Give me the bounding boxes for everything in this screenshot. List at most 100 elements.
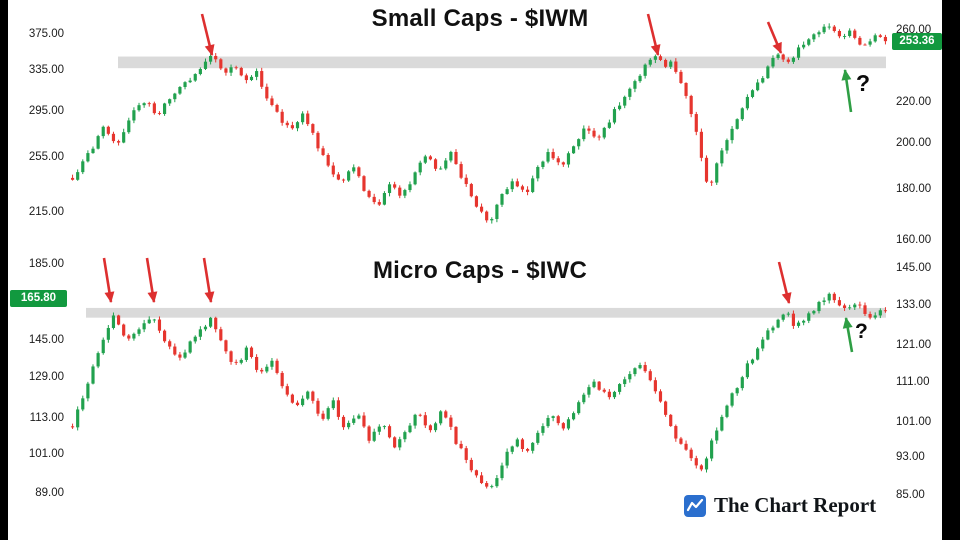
candle: [720, 414, 724, 432]
candle: [203, 324, 208, 332]
axis-tick-label: 255.00: [28, 151, 64, 164]
candle: [536, 430, 540, 445]
resistance-band: [86, 307, 886, 318]
chart-title-small-caps: Small Caps - $IWM: [371, 5, 589, 32]
axis-tick-label: 133.00: [896, 298, 932, 311]
candle: [633, 367, 637, 377]
axis-tick-label: 160.00: [896, 233, 932, 246]
candle: [311, 123, 315, 136]
candle: [157, 111, 162, 116]
red-down-arrow: [102, 257, 115, 303]
candle: [393, 181, 397, 190]
candle: [255, 354, 259, 373]
candle: [76, 406, 80, 431]
candle: [796, 320, 801, 328]
candle: [260, 67, 264, 90]
candle: [168, 339, 172, 350]
axis-tick-label: 215.00: [28, 205, 64, 218]
candle: [413, 413, 417, 429]
candle: [618, 102, 622, 111]
red-down-arrow: [646, 13, 661, 56]
red-down-arrow: [200, 13, 215, 56]
candle: [479, 203, 484, 214]
candle: [592, 379, 596, 389]
candle: [607, 389, 611, 400]
question-mark: ?: [856, 70, 871, 96]
candle: [193, 73, 197, 82]
candle: [618, 383, 622, 395]
candle: [561, 422, 565, 431]
candle: [444, 158, 448, 171]
axis-tick-label: 101.00: [896, 415, 932, 428]
candle: [566, 417, 571, 431]
candle: [822, 24, 826, 34]
candle: [827, 292, 831, 304]
candle: [260, 367, 264, 374]
candle: [551, 415, 555, 422]
candle: [111, 312, 116, 330]
candle: [214, 53, 218, 63]
candle: [684, 440, 688, 451]
candle: [638, 74, 642, 83]
candle: [858, 301, 862, 309]
candle: [571, 411, 576, 421]
candle: [157, 316, 162, 334]
candle: [878, 308, 882, 319]
candle: [776, 53, 780, 60]
candle: [372, 428, 376, 443]
candle: [771, 325, 775, 334]
candle: [367, 189, 371, 199]
candle: [485, 210, 489, 223]
candle: [311, 390, 315, 404]
candle: [802, 41, 806, 50]
candle: [597, 381, 601, 391]
candle: [883, 307, 888, 313]
candle: [500, 462, 504, 481]
candle: [766, 328, 770, 341]
resistance-band: [118, 56, 886, 69]
candle: [531, 175, 535, 194]
candle: [459, 440, 463, 450]
candle: [612, 390, 617, 400]
candle: [96, 134, 100, 150]
candle: [863, 43, 867, 46]
candle: [203, 58, 208, 71]
candle: [433, 421, 438, 433]
candle: [433, 158, 438, 172]
candle: [597, 134, 601, 141]
candle: [331, 397, 335, 410]
candle: [730, 392, 734, 408]
candle: [275, 103, 279, 113]
candle: [377, 424, 381, 435]
candle: [127, 334, 131, 341]
candle: [101, 125, 105, 139]
candle: [464, 174, 468, 187]
candle: [515, 437, 519, 448]
candle: [173, 92, 177, 103]
candle: [198, 326, 202, 341]
candle: [858, 36, 862, 46]
candle: [265, 364, 269, 374]
candle: [183, 81, 187, 90]
last-price-badge: 253.36: [892, 32, 942, 50]
candle: [720, 148, 724, 167]
candle: [725, 404, 729, 419]
candle: [745, 94, 749, 111]
candle: [76, 169, 80, 181]
candle: [341, 178, 346, 183]
candle: [403, 430, 407, 443]
candle: [689, 447, 693, 462]
candle: [408, 422, 412, 434]
candle: [418, 160, 422, 176]
candle: [444, 409, 448, 419]
candle: [791, 56, 796, 64]
candle: [306, 110, 310, 127]
candle: [566, 151, 571, 168]
candle: [781, 53, 785, 62]
candle: [750, 89, 755, 99]
candle: [122, 323, 126, 337]
candle: [127, 117, 131, 134]
candle: [290, 393, 294, 404]
candle: [336, 172, 340, 181]
